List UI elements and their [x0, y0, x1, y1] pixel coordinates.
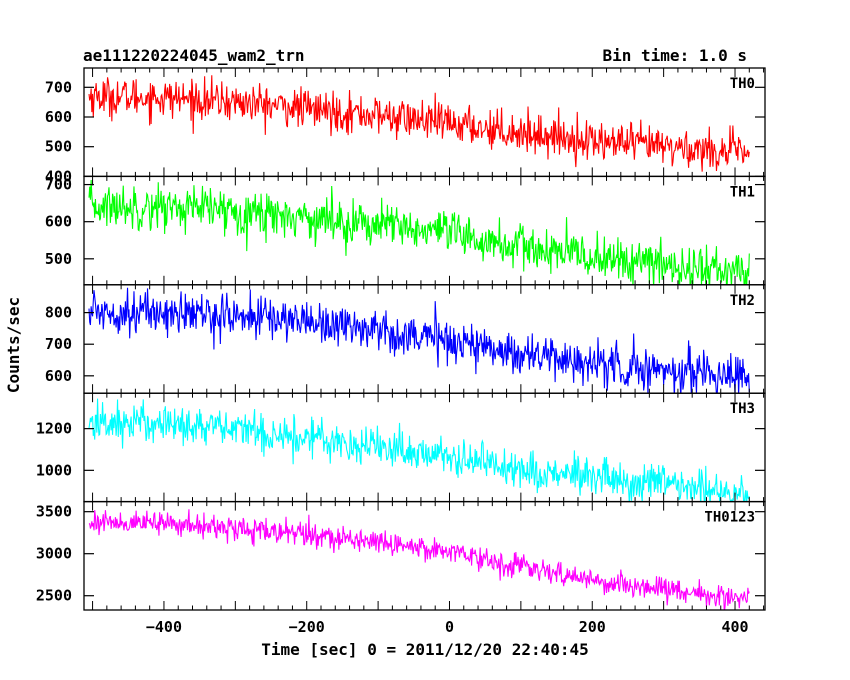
y-tick-label: 500 — [45, 250, 72, 268]
series-line-th3 — [88, 398, 750, 502]
y-axis-label: Counts/sec — [4, 297, 23, 393]
panel-frame — [83, 500, 766, 611]
series-line-th0 — [88, 75, 750, 172]
panel-label-th0: TH0 — [730, 76, 755, 92]
bin-time-label: Bin time: 1.0 s — [603, 46, 748, 65]
x-tick-label: 200 — [579, 618, 606, 636]
y-tick-label: 700 — [45, 78, 72, 96]
x-tick-label: −200 — [289, 618, 325, 636]
y-tick-label: 1200 — [36, 420, 72, 438]
panels-group: 400 500 600 700 TH0 500 600 700 TH1 600 700 800 TH2 1… — [36, 67, 766, 636]
y-tick-label: 500 — [45, 138, 72, 156]
y-tick-label: 1000 — [36, 461, 72, 479]
x-axis-label: Time [sec] 0 = 2011/12/20 22:40:45 — [261, 640, 589, 659]
panel-label-th0123: TH0123 — [704, 510, 755, 526]
panel-label-th1: TH1 — [730, 184, 755, 200]
series-line-th0123 — [88, 509, 750, 611]
y-tick-label: 600 — [45, 213, 72, 231]
panel-frame — [83, 392, 766, 503]
y-tick-label: 600 — [45, 367, 72, 385]
x-tick-label: 400 — [721, 618, 748, 636]
y-tick-label: 2500 — [36, 587, 72, 605]
x-tick-label: −400 — [146, 618, 182, 636]
y-tick-label: 700 — [45, 176, 72, 194]
y-tick-label: 600 — [45, 108, 72, 126]
panel-label-th2: TH2 — [730, 293, 755, 309]
series-line-th2 — [88, 287, 750, 394]
series-line-th1 — [88, 180, 750, 285]
chart-title-text: ae111220224045_wam2_trn — [83, 46, 305, 65]
panel-label-th3: TH3 — [730, 401, 755, 417]
y-tick-label: 700 — [45, 335, 72, 353]
y-tick-label: 3000 — [36, 545, 72, 563]
y-tick-label: 400 — [45, 167, 72, 185]
y-tick-label: 3500 — [36, 503, 72, 521]
y-tick-label: 800 — [45, 304, 72, 322]
x-tick-label: 0 — [445, 618, 454, 636]
